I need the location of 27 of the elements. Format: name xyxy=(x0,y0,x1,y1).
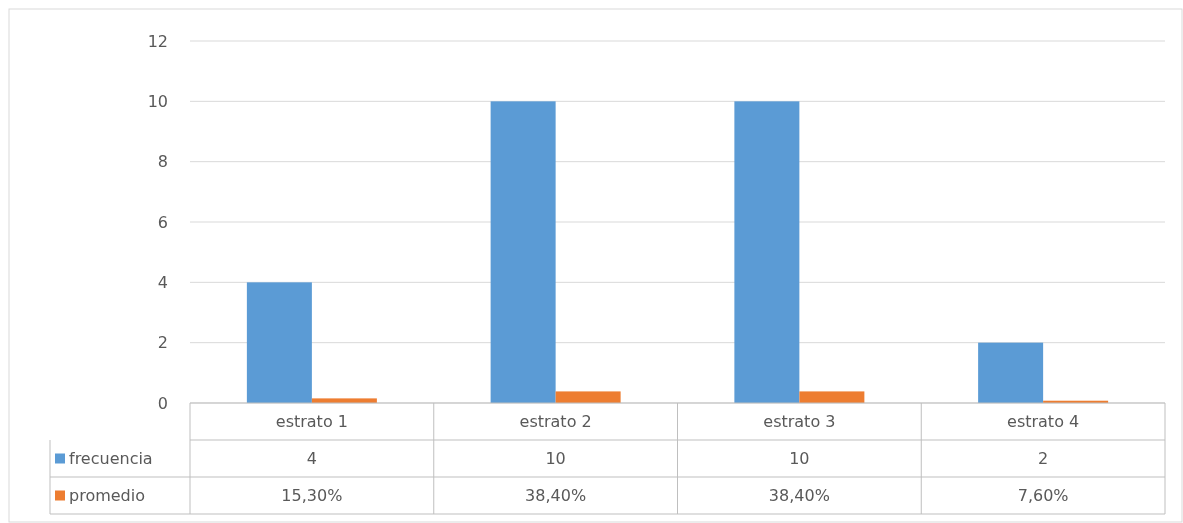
data-label: 38,40% xyxy=(525,486,587,506)
legend-label: frecuencia xyxy=(69,449,153,469)
y-tick-label: 12 xyxy=(147,31,168,51)
data-label: 10 xyxy=(789,449,810,469)
bar xyxy=(799,391,865,403)
bar xyxy=(734,101,800,403)
y-tick-label: 4 xyxy=(157,272,168,292)
data-label: 38,40% xyxy=(768,486,830,506)
data-label: 15,30% xyxy=(281,486,343,506)
y-tick-label: 2 xyxy=(157,333,168,353)
data-label: 10 xyxy=(545,449,566,469)
legend-label: promedio xyxy=(69,486,145,506)
bar xyxy=(246,282,312,403)
bar xyxy=(978,342,1044,403)
y-tick-label: 0 xyxy=(157,393,168,413)
bar xyxy=(490,101,556,403)
bar xyxy=(555,391,621,403)
data-label: 4 xyxy=(306,449,317,469)
x-tick-label: estrato 4 xyxy=(1007,412,1080,432)
y-tick-label: 6 xyxy=(157,212,168,232)
y-tick-label: 10 xyxy=(147,91,168,111)
x-tick-label: estrato 3 xyxy=(763,412,836,432)
y-tick-label: 8 xyxy=(157,152,168,172)
data-label: 7,60% xyxy=(1017,486,1069,506)
data-label: 2 xyxy=(1038,449,1049,469)
x-tick-label: estrato 1 xyxy=(275,412,348,432)
x-tick-label: estrato 2 xyxy=(519,412,592,432)
